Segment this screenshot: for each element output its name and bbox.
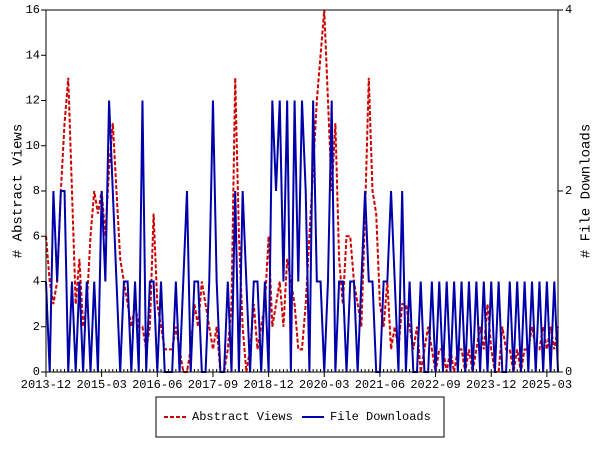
series-line (45, 100, 559, 373)
y-axis-label: # Abstract Views (11, 124, 27, 258)
legend-box (155, 396, 445, 438)
x-tick-label: 2022-09 (410, 378, 460, 392)
y-tick-label: 2 (33, 320, 40, 334)
x-tick-label: 2021-06 (355, 378, 405, 392)
y-tick-label: 10 (26, 139, 40, 153)
x-tick-label: 2023-12 (466, 378, 516, 392)
y2-tick-label: 0 (565, 365, 572, 379)
x-tick-label: 2015-03 (76, 378, 126, 392)
y-tick-label: 6 (33, 229, 40, 243)
x-tick-label: 2013-12 (21, 378, 71, 392)
x-tick-label: 2016-06 (132, 378, 182, 392)
x-tick-label: 2025-03 (522, 378, 572, 392)
x-tick-label: 2018-12 (243, 378, 293, 392)
y2-tick-label: 2 (565, 184, 572, 198)
plot-frame (45, 9, 559, 373)
y-tick-label: 8 (33, 184, 40, 198)
legend-label: Abstract Views (192, 410, 293, 424)
y-tick-label: 12 (26, 94, 40, 108)
x-tick-label: 2020-03 (299, 378, 349, 392)
y-tick-label: 0 (33, 365, 40, 379)
y2-axis-label: # File Downloads (579, 124, 595, 258)
series-line (45, 9, 559, 373)
y-tick-label: 16 (26, 3, 40, 17)
y-tick-label: 4 (33, 275, 40, 289)
y-tick-label: 14 (26, 48, 40, 62)
x-tick-label: 2017-09 (188, 378, 238, 392)
y2-tick-label: 4 (565, 3, 572, 17)
legend-label: File Downloads (330, 410, 431, 424)
